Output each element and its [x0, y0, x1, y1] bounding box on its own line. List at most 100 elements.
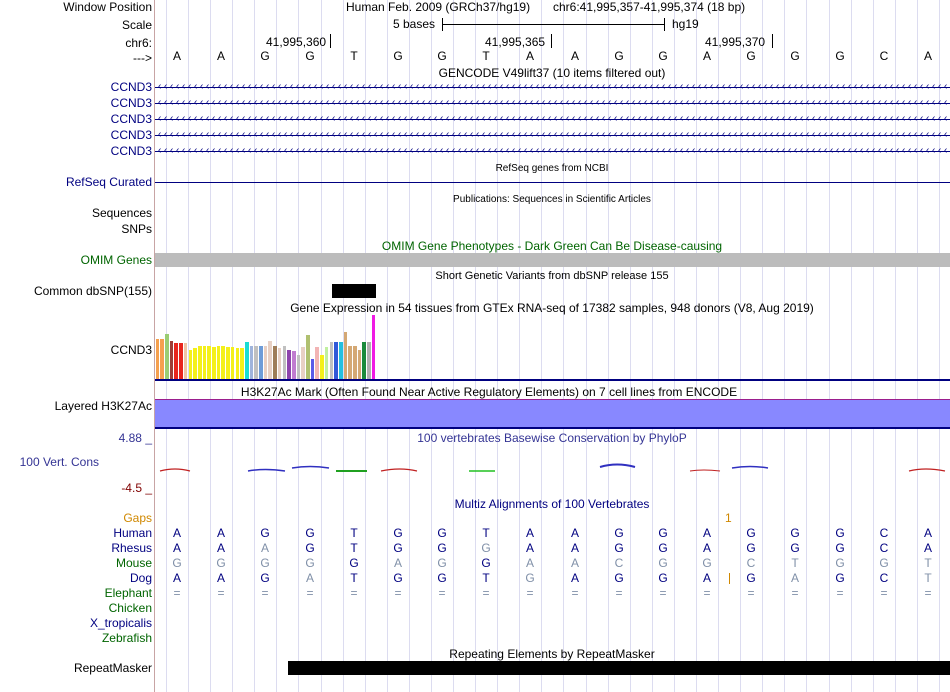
strand-arrow-icon: ‹	[512, 81, 516, 92]
strand-arrow-icon: ‹	[392, 145, 396, 156]
strand-arrow-icon: ‹	[710, 145, 714, 156]
alignment-base: G	[305, 556, 315, 570]
strand-arrow-icon: ‹	[272, 81, 276, 92]
strand-arrow-icon: ‹	[728, 97, 732, 108]
multiz-track-title: Multiz Alignments of 100 Vertebrates	[454, 497, 650, 511]
strand-arrow-icon: ‹	[314, 145, 318, 156]
strand-arrow-icon: ‹	[680, 113, 684, 124]
label-gencode-ccnd3[interactable]: CCND3	[110, 144, 152, 158]
strand-arrow-icon: ‹	[800, 145, 804, 156]
strand-arrow-icon: ‹	[308, 81, 312, 92]
strand-arrow-icon: ‹	[368, 129, 372, 140]
strand-arrow-icon: ‹	[404, 113, 408, 124]
label-gencode-ccnd3[interactable]: CCND3	[110, 128, 152, 142]
alignment-base: G	[658, 556, 668, 570]
strand-arrow-icon: ‹	[650, 97, 654, 108]
strand-arrow-icon: ‹	[770, 81, 774, 92]
strand-arrow-icon: ‹	[452, 97, 456, 108]
strand-arrow-icon: ‹	[566, 81, 570, 92]
label-gencode-ccnd3[interactable]: CCND3	[110, 96, 152, 110]
label-layered-h3k27ac[interactable]: Layered H3K27Ac	[54, 399, 152, 413]
strand-arrow-icon: ‹	[638, 81, 642, 92]
strand-arrow-icon: ‹	[854, 129, 858, 140]
alignment-base: =	[306, 586, 314, 600]
strand-arrow-icon: ‹	[434, 97, 438, 108]
h3k27ac-signal[interactable]	[155, 399, 950, 427]
grid-line	[563, 0, 564, 692]
grid-line	[298, 0, 299, 692]
strand-arrow-icon: ‹	[764, 113, 768, 124]
strand-arrow-icon: ‹	[356, 113, 360, 124]
track-area[interactable]: Human Feb. 2009 (GRCh37/hg19) chr6:41,99…	[155, 0, 950, 692]
strand-arrow-icon: ‹	[500, 129, 504, 140]
strand-arrow-icon: ‹	[812, 81, 816, 92]
gencode-transcript	[155, 135, 950, 136]
label-refseq-curated[interactable]: RefSeq Curated	[65, 175, 152, 189]
strand-arrow-icon: ‹	[290, 97, 294, 108]
cons-track-title: 100 vertebrates Basewise Conservation by…	[417, 431, 687, 445]
gtex-bar	[371, 315, 376, 379]
strand-arrow-icon: ‹	[212, 97, 216, 108]
alignment-base: G	[835, 526, 845, 540]
strand-arrow-icon: ‹	[872, 145, 876, 156]
base-letter: G	[835, 49, 845, 63]
label-repeatmasker[interactable]: RepeatMasker	[73, 661, 152, 675]
strand-arrow-icon: ‹	[326, 97, 330, 108]
strand-arrow-icon: ‹	[692, 129, 696, 140]
gtex-bar	[155, 339, 160, 379]
strand-arrow-icon: ‹	[578, 81, 582, 92]
strand-arrow-icon: ‹	[932, 145, 936, 156]
strand-arrow-icon: ‹	[782, 81, 786, 92]
strand-arrow-icon: ‹	[416, 81, 420, 92]
strand-arrow-icon: ‹	[776, 145, 780, 156]
strand-arrow-icon: ‹	[242, 113, 246, 124]
strand-arrow-icon: ‹	[392, 81, 396, 92]
cons-signal[interactable]	[155, 455, 950, 485]
strand-arrow-icon: ‹	[728, 145, 732, 156]
label-gencode-ccnd3[interactable]: CCND3	[110, 112, 152, 126]
strand-arrow-icon: ‹	[380, 81, 384, 92]
strand-arrow-icon: ‹	[914, 97, 918, 108]
label-window-position: Window Position	[63, 0, 152, 14]
strand-arrow-icon: ‹	[386, 129, 390, 140]
strand-arrow-icon: ‹	[788, 81, 792, 92]
strand-arrow-icon: ‹	[476, 129, 480, 140]
label-snps[interactable]: SNPs	[121, 222, 152, 236]
strand-arrow-icon: ‹	[548, 129, 552, 140]
strand-arrow-icon: ‹	[824, 145, 828, 156]
refseq-gene-line[interactable]	[155, 182, 950, 183]
strand-arrow-icon: ‹	[782, 97, 786, 108]
strand-arrow-icon: ‹	[704, 145, 708, 156]
gtex-bar	[263, 346, 268, 379]
strand-arrow-icon: ‹	[662, 81, 666, 92]
label-vert-cons[interactable]: 100 Vert. Cons	[19, 455, 99, 469]
label-gtex-ccnd3[interactable]: CCND3	[110, 343, 152, 357]
strand-arrow-icon: ‹	[338, 113, 342, 124]
omim-gene-bar[interactable]	[155, 253, 950, 267]
strand-arrow-icon: ‹	[824, 81, 828, 92]
label-omim-genes[interactable]: OMIM Genes	[80, 253, 152, 267]
scale-text: 5 bases	[393, 17, 436, 31]
label-common-dbsnp[interactable]: Common dbSNP(155)	[33, 284, 152, 298]
grid-line	[453, 0, 454, 692]
strand-arrow-icon: ‹	[626, 129, 630, 140]
strand-arrow-icon: ‹	[242, 97, 246, 108]
strand-arrow-icon: ‹	[734, 81, 738, 92]
strand-arrow-icon: ‹	[308, 97, 312, 108]
strand-arrow-icon: ‹	[410, 97, 414, 108]
label-gencode-ccnd3[interactable]: CCND3	[110, 80, 152, 94]
strand-arrow-icon: ‹	[368, 81, 372, 92]
strand-arrow-icon: ‹	[590, 81, 594, 92]
label-sequences[interactable]: Sequences	[91, 206, 152, 220]
strand-arrow-icon: ‹	[830, 129, 834, 140]
strand-arrow-icon: ‹	[602, 81, 606, 92]
alignment-base: A	[570, 556, 580, 570]
base-letter: T	[350, 49, 358, 63]
strand-arrow-icon: ‹	[944, 113, 948, 124]
dbsnp-variant[interactable]	[332, 284, 376, 298]
strand-arrow-icon: ‹	[404, 97, 408, 108]
strand-arrow-icon: ‹	[266, 81, 270, 92]
gtex-bar	[183, 343, 188, 379]
repeat-element[interactable]	[288, 661, 950, 675]
strand-arrow-icon: ‹	[458, 129, 462, 140]
